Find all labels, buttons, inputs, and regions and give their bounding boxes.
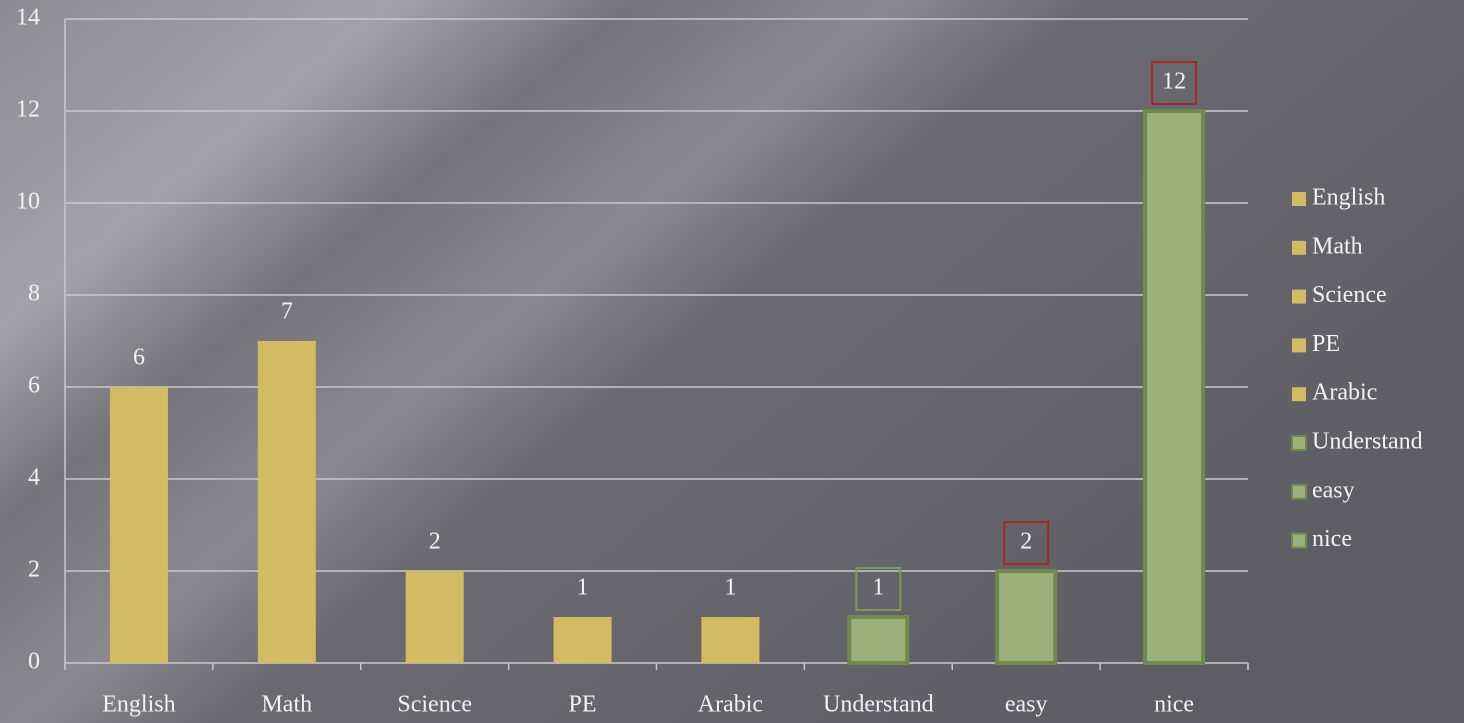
bar — [995, 569, 1058, 665]
legend-swatch — [1291, 532, 1307, 549]
y-tick-label: 10 — [16, 189, 40, 215]
x-tick-label: PE — [569, 692, 597, 718]
legend-label: Arabic — [1312, 380, 1377, 406]
bar — [701, 617, 760, 663]
legend-label: Science — [1312, 282, 1387, 308]
bar — [405, 571, 464, 663]
bar — [847, 615, 910, 665]
bar — [1143, 109, 1206, 665]
y-tick-label: 14 — [16, 5, 40, 31]
legend-swatch — [1292, 289, 1306, 304]
data-label: 7 — [281, 299, 293, 325]
legend-swatch — [1292, 192, 1306, 206]
legend-swatch — [1292, 338, 1306, 353]
x-tick-label: Science — [397, 692, 472, 718]
bar — [553, 617, 612, 663]
data-label-box — [855, 567, 902, 611]
x-tick-label: Math — [261, 692, 312, 718]
data-label: 1 — [577, 575, 589, 601]
legend-swatch — [1292, 240, 1306, 255]
x-tick-label: nice — [1154, 692, 1194, 718]
legend-swatch — [1291, 483, 1307, 500]
data-label-box — [1151, 61, 1198, 105]
y-tick-label: 2 — [28, 557, 40, 583]
legend-swatch — [1292, 387, 1306, 402]
legend-label: easy — [1312, 477, 1355, 503]
legend-label: Understand — [1312, 429, 1423, 455]
data-label: 1 — [724, 575, 736, 601]
data-label: 12 — [1162, 69, 1186, 95]
legend-label: Math — [1312, 233, 1363, 259]
data-label: 1 — [872, 575, 884, 601]
legend-swatch — [1291, 435, 1307, 451]
y-tick-label: 0 — [28, 649, 40, 675]
y-tick-label: 4 — [28, 465, 40, 491]
data-label: 2 — [429, 529, 441, 555]
y-tick-label: 6 — [28, 373, 40, 399]
x-tick-label: English — [102, 692, 175, 718]
bar — [257, 341, 316, 663]
bar — [109, 387, 168, 663]
y-tick-label: 8 — [28, 281, 40, 307]
legend-label: English — [1312, 185, 1385, 211]
data-label-box — [1003, 521, 1050, 565]
legend-label: PE — [1312, 331, 1340, 357]
x-tick-label: Arabic — [698, 692, 763, 718]
x-tick-label: Understand — [823, 692, 934, 718]
data-label: 6 — [133, 345, 145, 371]
legend-label: nice — [1312, 526, 1352, 552]
y-tick-label: 12 — [16, 97, 40, 123]
data-label: 2 — [1020, 529, 1032, 555]
x-tick-label: easy — [1005, 692, 1048, 718]
